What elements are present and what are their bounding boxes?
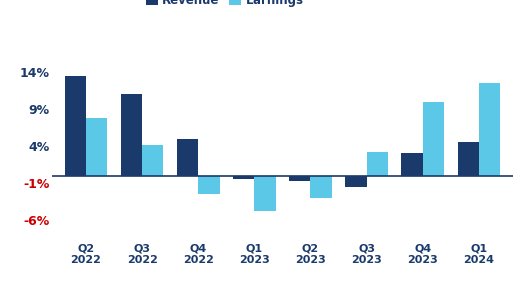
Bar xyxy=(345,176,367,187)
Bar xyxy=(289,176,311,181)
Bar xyxy=(65,76,86,176)
Bar xyxy=(254,176,276,211)
Bar xyxy=(86,118,107,176)
Bar xyxy=(423,102,444,176)
Bar xyxy=(367,152,388,176)
Bar xyxy=(402,153,423,176)
Bar xyxy=(233,176,254,179)
Bar xyxy=(142,145,163,176)
Bar xyxy=(479,83,500,176)
Bar xyxy=(177,139,198,176)
Bar xyxy=(198,176,220,194)
Legend: Revenue, Earnings: Revenue, Earnings xyxy=(141,0,309,12)
Bar xyxy=(311,176,332,198)
Bar xyxy=(458,142,479,176)
Bar xyxy=(121,94,142,176)
